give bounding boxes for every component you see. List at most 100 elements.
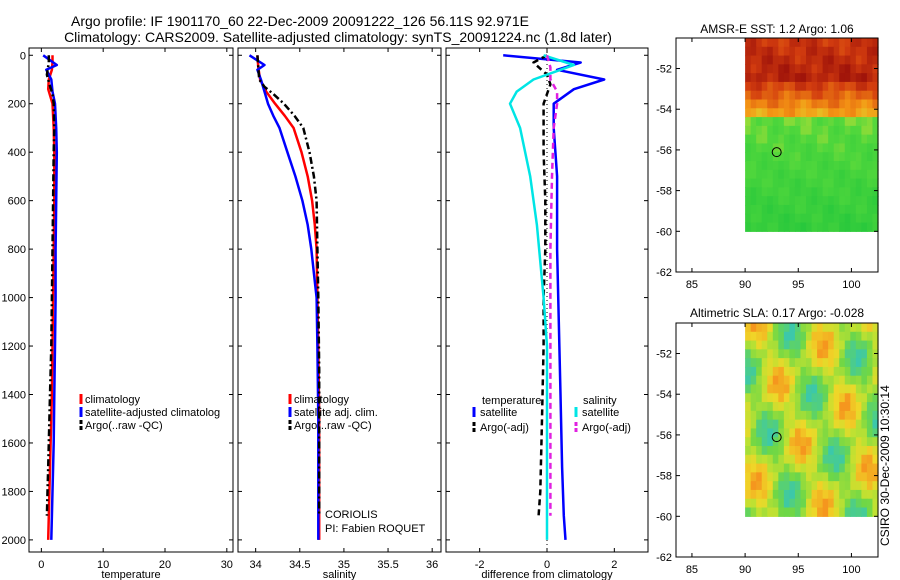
- sla-map-cell: [866, 331, 874, 342]
- sla-map-cell: [789, 463, 796, 473]
- sla-map-cell: [850, 366, 857, 377]
- sst-map-cell: [872, 222, 879, 232]
- sla-map-cell: [772, 463, 779, 473]
- sla-map-cell: [767, 489, 774, 500]
- sla-map-cell: [866, 437, 874, 447]
- sst-map-cell: [844, 152, 851, 162]
- sst-map-cell: [800, 204, 807, 215]
- sla-map-cell: [822, 375, 829, 386]
- sla-map-cell: [811, 349, 818, 359]
- sst-map-cell: [761, 81, 768, 92]
- sla-map-cell: [767, 393, 774, 403]
- sst-map-cell: [761, 169, 768, 180]
- salinity-series-climatology: [256, 55, 321, 540]
- sst-map-cell: [783, 125, 791, 136]
- sst-map-cell: [833, 64, 840, 74]
- sla-map-cell: [822, 472, 829, 482]
- sst-map-cell: [822, 99, 829, 109]
- sla-map-cell: [828, 498, 835, 509]
- sla-map-cell: [806, 358, 813, 368]
- sla-map-cell: [783, 410, 791, 421]
- sla-map-cell: [745, 498, 752, 509]
- sst-map-cell: [767, 187, 774, 197]
- sla-map-cell: [866, 507, 874, 517]
- difference-series-temperature-satellite: [503, 54, 606, 540]
- sst-map-cell: [828, 73, 835, 83]
- sst-map-cell: [844, 143, 851, 153]
- sla-map-cell: [844, 428, 851, 438]
- sst-map-cell: [806, 161, 813, 171]
- sla-map-cell: [833, 472, 840, 482]
- sla-map-cell: [828, 507, 835, 517]
- sla-map-cell: [861, 437, 868, 447]
- sla-map-cell: [778, 384, 785, 394]
- sst-map-cell: [822, 213, 829, 224]
- temperature-ytick-label: 2000: [2, 535, 26, 547]
- sst-map-cell: [783, 81, 791, 92]
- sst-map-cell: [789, 204, 796, 215]
- sla-map-cell: [789, 349, 796, 359]
- sla-map-cell: [872, 481, 879, 491]
- sst-map-cell: [789, 213, 796, 224]
- sst-map-ytick-label: -58: [656, 186, 672, 198]
- sla-map-cell: [778, 481, 785, 491]
- sst-map-cell: [794, 125, 802, 136]
- sst-map-cell: [789, 73, 796, 83]
- temperature-ytick-label: 1000: [2, 293, 26, 305]
- sst-map-cell: [866, 196, 874, 206]
- sla-map-cell: [745, 349, 752, 359]
- sla-map-cell: [783, 366, 791, 377]
- sla-map-cell: [772, 507, 779, 517]
- sst-map-cell: [767, 55, 774, 65]
- difference-series-salinity-satellite: [508, 54, 576, 540]
- sst-map-cell: [855, 169, 862, 180]
- sst-map-cell: [833, 169, 840, 180]
- sst-map-cell: [822, 108, 829, 118]
- sst-map-cell: [811, 38, 818, 48]
- sst-map-cell: [872, 143, 879, 153]
- sst-map-cell: [800, 169, 807, 180]
- sst-map-cell: [839, 213, 846, 224]
- sst-map-cell: [750, 117, 757, 127]
- sst-map-cell: [872, 187, 879, 197]
- sla-map-cell: [756, 393, 763, 403]
- sst-map-cell: [850, 187, 857, 197]
- sla-map-cell: [783, 323, 791, 333]
- sla-map-xtick-label: 100: [842, 564, 860, 576]
- sla-map-cell: [817, 463, 824, 473]
- sla-map-cell: [745, 340, 752, 350]
- sla-map-cell: [772, 366, 779, 377]
- sla-map-cell: [811, 331, 818, 342]
- sst-map-cell: [789, 143, 796, 153]
- sla-map-cell: [839, 323, 846, 333]
- sst-map-cell: [811, 213, 818, 224]
- sla-map-cell: [767, 340, 774, 350]
- sla-map-cell: [783, 340, 791, 350]
- sst-map-cell: [839, 81, 846, 92]
- sla-map-cell: [756, 454, 763, 465]
- sla-map-cell: [789, 323, 796, 333]
- sst-map-cell: [861, 90, 868, 101]
- sst-map-cell: [811, 178, 818, 188]
- sla-map-cell: [789, 507, 796, 517]
- sst-map-cell: [800, 73, 807, 83]
- sst-map-cell: [778, 125, 785, 136]
- sla-map-cell: [778, 349, 785, 359]
- sst-map-cell: [745, 204, 752, 215]
- sst-map-cell: [794, 73, 802, 83]
- sla-map-cell: [822, 481, 829, 491]
- sst-map-cell: [839, 64, 846, 74]
- sla-map-cell: [822, 340, 829, 350]
- sla-map-cell: [866, 419, 874, 430]
- sla-map-cell: [872, 331, 879, 342]
- sst-map-cell: [844, 108, 851, 118]
- sla-map-cell: [855, 454, 862, 465]
- sla-map-ytick-label: -52: [656, 349, 672, 361]
- sst-map-cell: [772, 196, 779, 206]
- sla-map-cell: [850, 428, 857, 438]
- sst-map-cell: [839, 55, 846, 65]
- sla-map-cell: [811, 437, 818, 447]
- sst-map-cell: [839, 99, 846, 109]
- sla-map-cell: [772, 358, 779, 368]
- sst-map-cell: [850, 90, 857, 101]
